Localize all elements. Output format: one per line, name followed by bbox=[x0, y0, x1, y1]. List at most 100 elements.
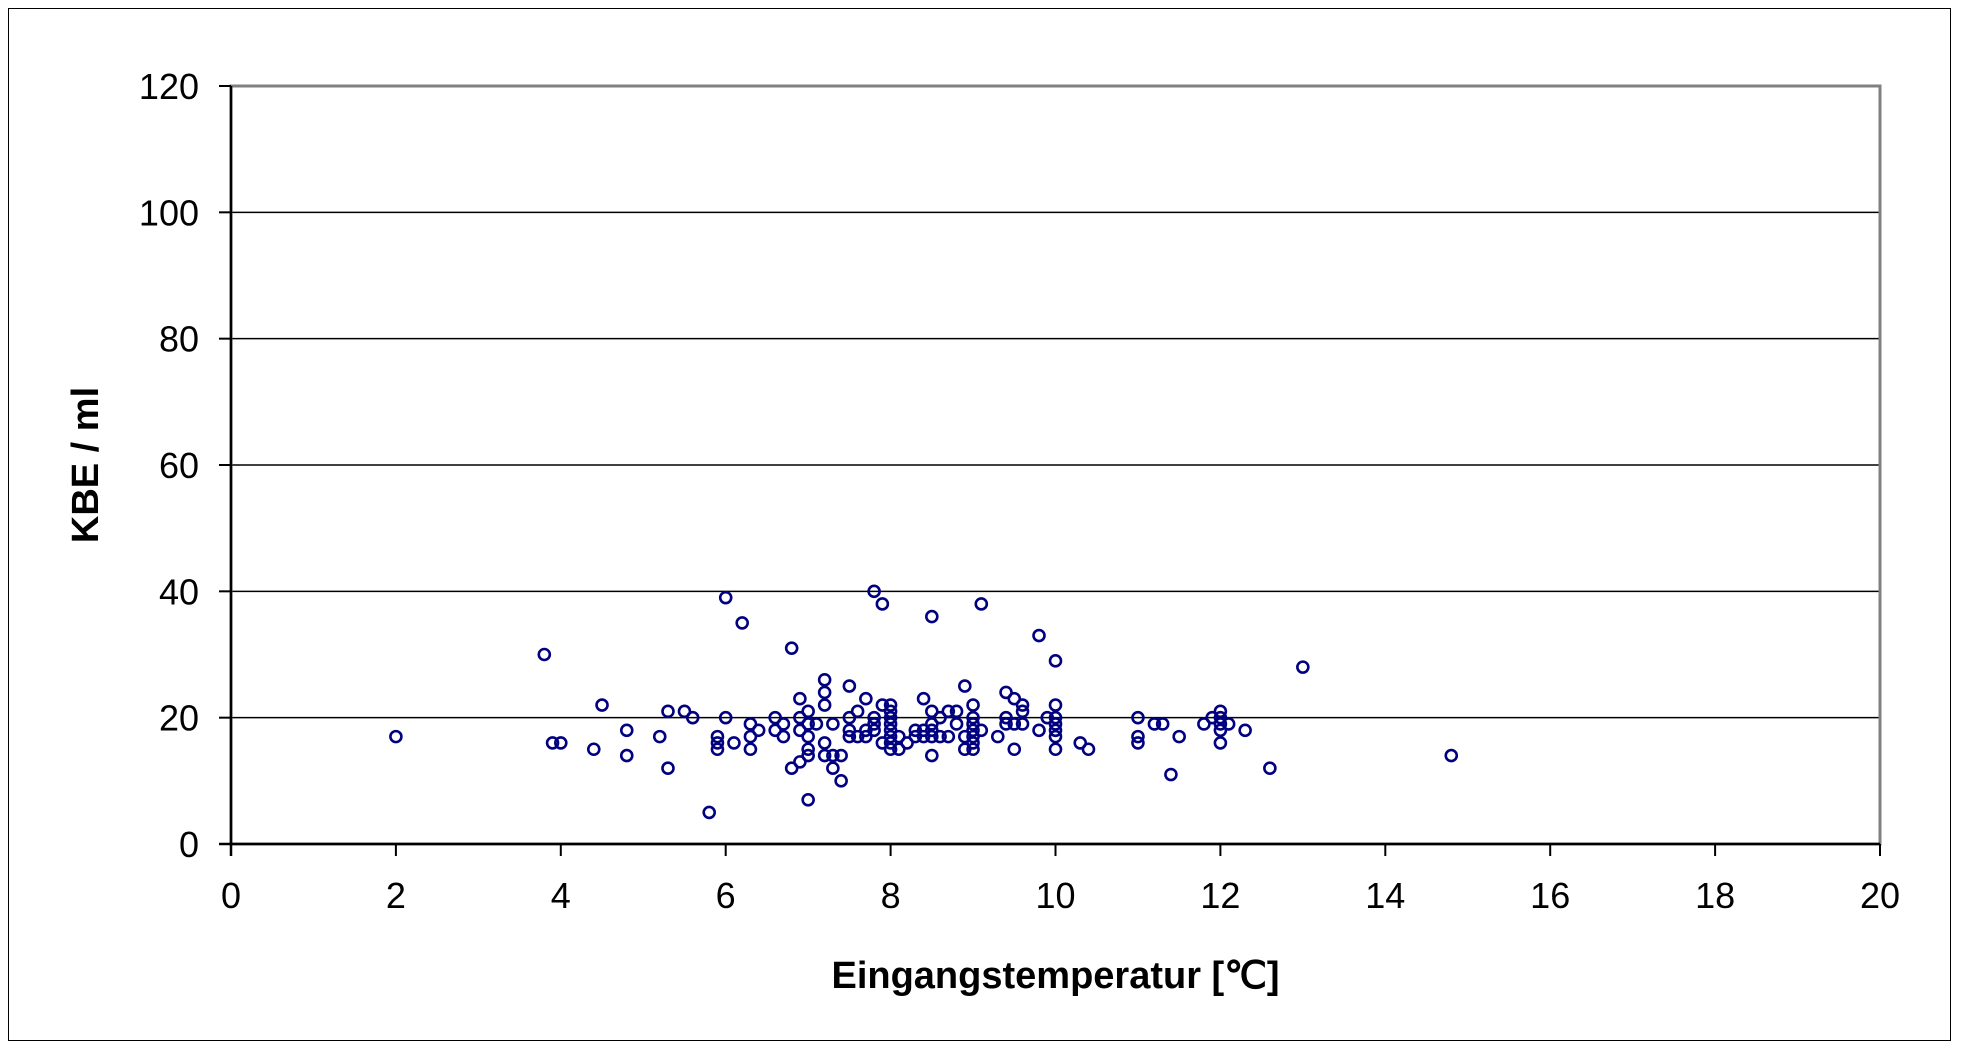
data-point-20 bbox=[735, 616, 749, 630]
data-point-112 bbox=[1007, 691, 1022, 706]
data-point-133 bbox=[1147, 717, 1162, 731]
data-point-125 bbox=[1048, 723, 1063, 738]
data-point-52 bbox=[842, 679, 857, 693]
data-point-63 bbox=[867, 717, 881, 731]
data-point-55 bbox=[842, 729, 857, 744]
x-tick-label-20: 20 bbox=[1860, 875, 1900, 916]
data-point-116 bbox=[1015, 704, 1030, 719]
data-point-81 bbox=[916, 691, 931, 706]
data-point-45 bbox=[817, 736, 832, 750]
axes bbox=[219, 85, 1881, 856]
data-point-138 bbox=[1205, 710, 1219, 725]
y-tick-label-60: 60 bbox=[159, 445, 199, 486]
y-tick-label-40: 40 bbox=[159, 571, 199, 612]
data-point-46 bbox=[817, 748, 832, 763]
data-point-134 bbox=[1155, 717, 1170, 731]
data-point-62 bbox=[867, 710, 881, 725]
data-point-111 bbox=[999, 717, 1013, 731]
data-point-129 bbox=[1081, 742, 1096, 757]
data-point-140 bbox=[1213, 710, 1228, 725]
data-point-146 bbox=[1263, 761, 1277, 776]
data-point-9 bbox=[661, 704, 675, 719]
x-tick-label-8: 8 bbox=[881, 875, 901, 916]
data-point-19 bbox=[727, 736, 741, 750]
data-point-56 bbox=[850, 704, 865, 719]
x-tick-label-6: 6 bbox=[716, 875, 736, 916]
data-point-7 bbox=[619, 748, 634, 763]
data-point-86 bbox=[925, 717, 939, 731]
data-point-10 bbox=[661, 761, 675, 776]
data-point-123 bbox=[1048, 710, 1063, 725]
data-point-68 bbox=[883, 698, 898, 712]
x-tick-label-12: 12 bbox=[1200, 875, 1240, 916]
y-tick-label-120: 120 bbox=[139, 66, 199, 107]
data-point-8 bbox=[652, 729, 667, 744]
x-tick-label-16: 16 bbox=[1530, 875, 1570, 916]
data-point-16 bbox=[710, 742, 725, 757]
data-point-127 bbox=[1048, 742, 1063, 757]
data-point-61 bbox=[867, 584, 881, 599]
x-tick-label-0: 0 bbox=[221, 875, 241, 916]
y-tick-label-100: 100 bbox=[139, 192, 199, 233]
data-point-135 bbox=[1164, 767, 1178, 782]
data-point-113 bbox=[1007, 717, 1022, 731]
data-point-102 bbox=[966, 723, 980, 738]
data-point-53 bbox=[842, 710, 857, 725]
data-point-25 bbox=[768, 710, 782, 725]
data-point-15 bbox=[710, 736, 725, 750]
data-point-43 bbox=[817, 685, 832, 700]
data-point-38 bbox=[801, 742, 815, 757]
data-point-119 bbox=[1032, 723, 1046, 738]
data-point-95 bbox=[949, 717, 964, 731]
data-point-114 bbox=[1007, 742, 1022, 757]
data-point-13 bbox=[702, 805, 717, 820]
y-tick-label-20: 20 bbox=[159, 698, 199, 739]
y-tick-label-80: 80 bbox=[159, 319, 199, 360]
data-point-124 bbox=[1048, 717, 1063, 731]
data-point-35 bbox=[801, 704, 815, 719]
data-point-82 bbox=[916, 723, 931, 738]
data-point-49 bbox=[826, 761, 840, 776]
y-tick-label-0: 0 bbox=[179, 824, 199, 865]
data-point-128 bbox=[1073, 736, 1088, 750]
data-point-11 bbox=[677, 704, 692, 719]
data-point-28 bbox=[776, 729, 791, 744]
data-point-32 bbox=[793, 710, 807, 725]
data-point-50 bbox=[834, 748, 848, 763]
data-point-5 bbox=[595, 698, 609, 712]
data-point-74 bbox=[883, 736, 898, 750]
data-point-97 bbox=[958, 729, 972, 744]
data-point-23 bbox=[743, 742, 758, 757]
data-point-85 bbox=[925, 704, 939, 719]
data-point-122 bbox=[1048, 698, 1063, 712]
data-point-141 bbox=[1213, 717, 1228, 731]
data-point-1 bbox=[537, 647, 552, 662]
x-tick-label-18: 18 bbox=[1695, 875, 1735, 916]
data-point-14 bbox=[710, 729, 725, 744]
chart-frame bbox=[8, 8, 1951, 1041]
data-point-126 bbox=[1048, 729, 1063, 744]
data-point-22 bbox=[743, 729, 758, 744]
data-point-92 bbox=[941, 704, 956, 719]
data-point-34 bbox=[793, 755, 807, 769]
data-point-100 bbox=[966, 710, 980, 725]
data-point-144 bbox=[1221, 717, 1236, 731]
data-point-17 bbox=[718, 590, 733, 605]
data-point-104 bbox=[966, 736, 980, 750]
x-tick-label-14: 14 bbox=[1365, 875, 1405, 916]
data-point-91 bbox=[933, 729, 947, 744]
data-point-143 bbox=[1213, 736, 1228, 750]
data-point-36 bbox=[801, 717, 815, 731]
data-point-142 bbox=[1213, 723, 1228, 738]
x-axis-title: Eingangstemperatur [℃] bbox=[831, 955, 1279, 997]
y-axis-title: KBE / ml bbox=[65, 387, 107, 543]
data-point-24 bbox=[751, 723, 766, 738]
data-point-64 bbox=[867, 723, 881, 738]
data-point-51 bbox=[834, 774, 848, 788]
data-point-78 bbox=[900, 736, 914, 750]
data-point-131 bbox=[1131, 729, 1145, 744]
x-tick-label-4: 4 bbox=[551, 875, 571, 916]
data-point-37 bbox=[801, 729, 815, 744]
data-point-40 bbox=[801, 792, 815, 807]
